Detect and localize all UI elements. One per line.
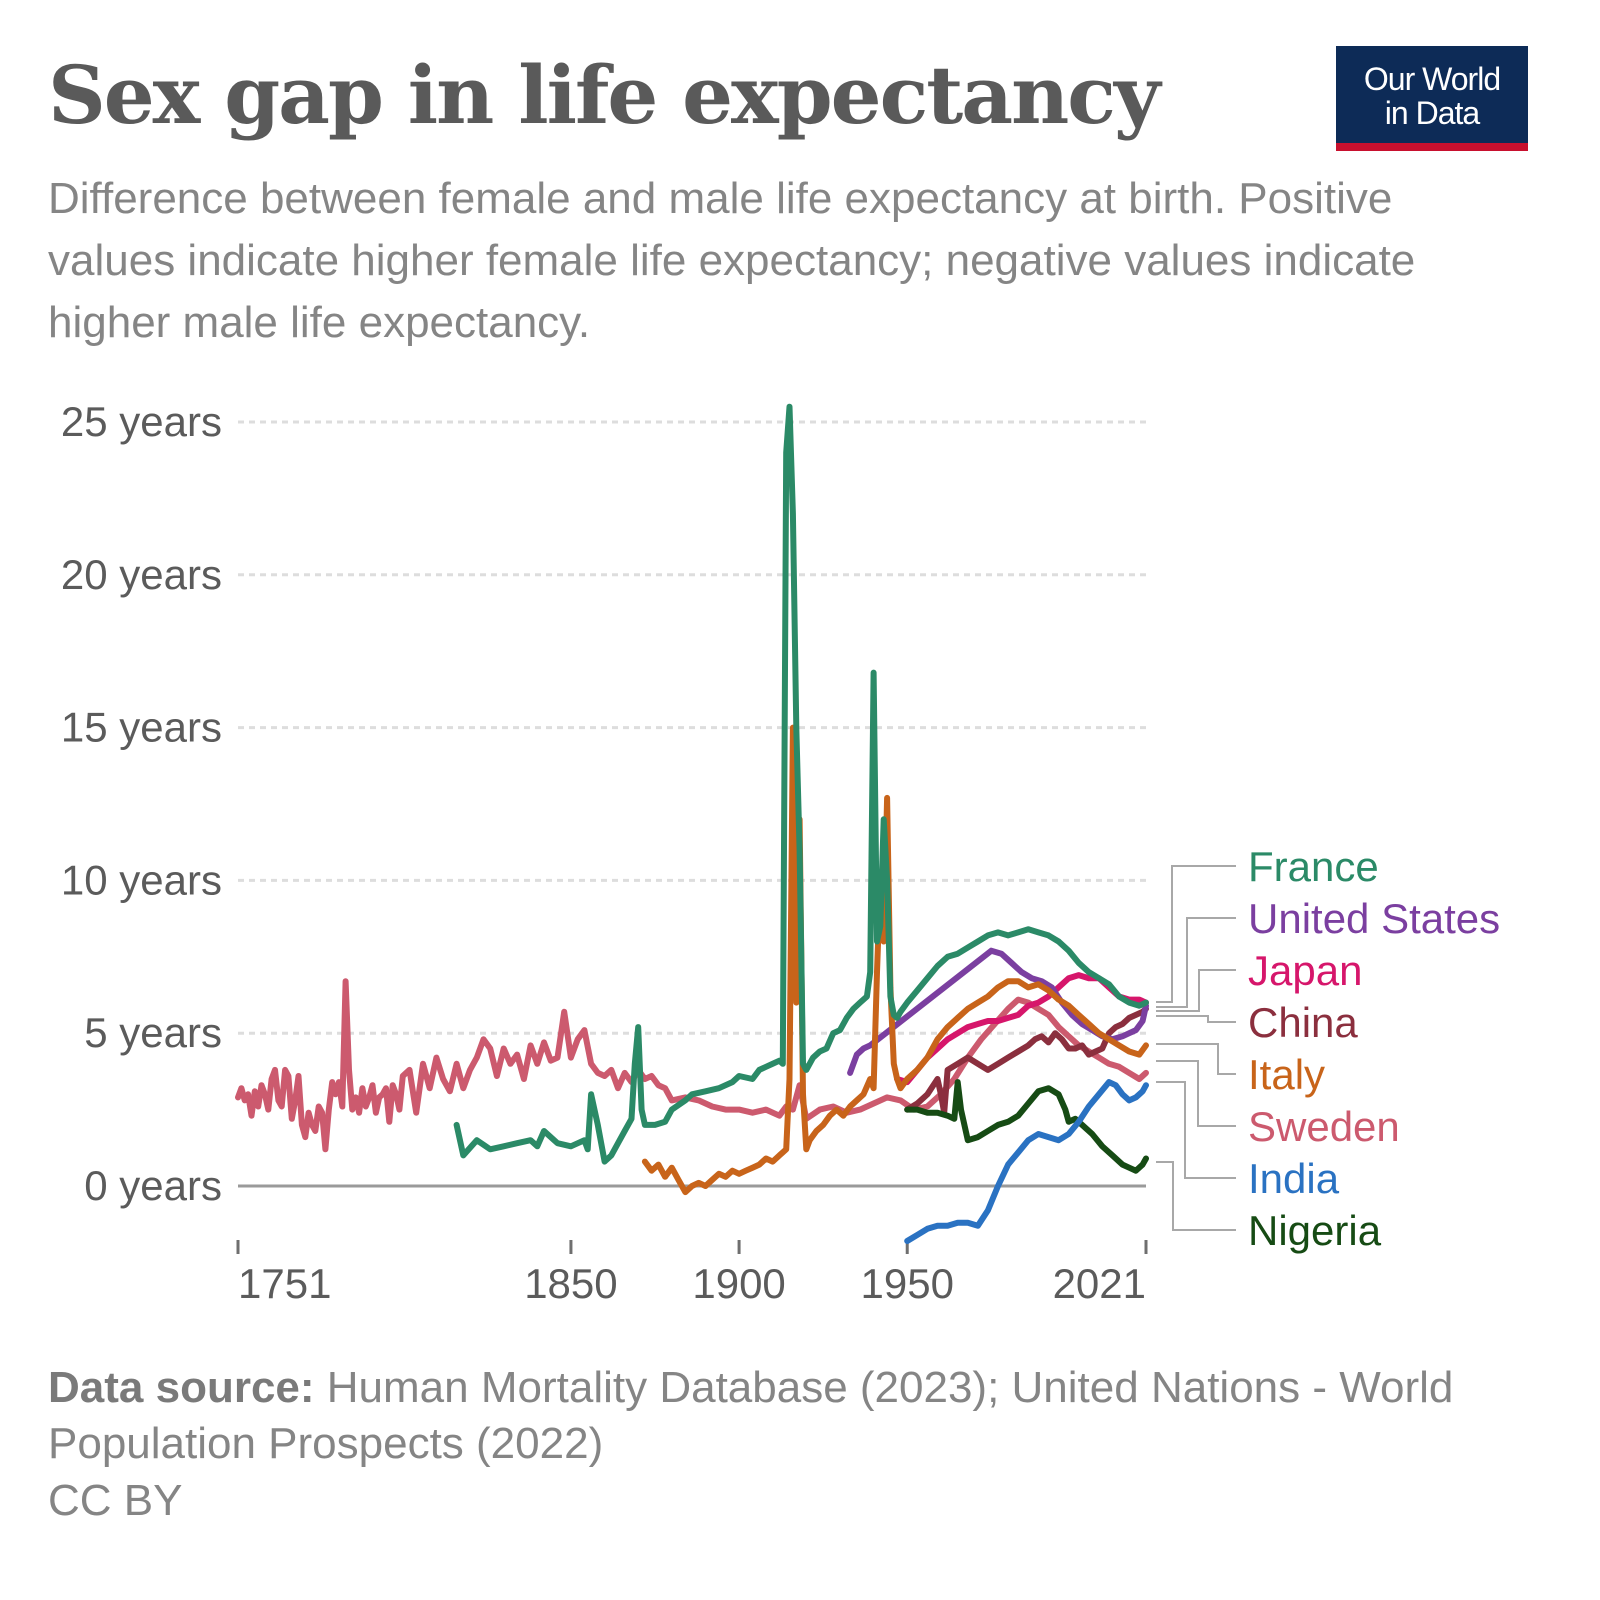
series-lines: [235, 403, 1149, 1244]
legend-label-japan[interactable]: Japan: [1248, 947, 1362, 994]
legend-connector: [1156, 1015, 1236, 1023]
series-line-nigeria[interactable]: [904, 1079, 1149, 1174]
chart-subtitle: Difference between female and male life …: [48, 174, 1416, 347]
y-tick-label: 0 years: [84, 1162, 222, 1209]
legend-label-nigeria[interactable]: Nigeria: [1248, 1207, 1382, 1254]
legend-connector: [1156, 865, 1236, 1003]
license-link[interactable]: CC BY: [48, 1476, 183, 1525]
y-axis-ticks: 0 years 5 years 10 years 15 years 20 years 25…: [61, 398, 222, 1209]
y-tick-label: 15 years: [61, 704, 222, 751]
y-tick-label: 5 years: [84, 1009, 222, 1056]
legend-connector: [1156, 1081, 1236, 1179]
legend-connector: [1156, 1043, 1236, 1075]
series-line-france[interactable]: [453, 403, 1149, 1165]
logo-line-2: in Data: [1384, 95, 1480, 131]
legend-connector: [1156, 917, 1236, 1008]
series-line-sweden[interactable]: [235, 978, 1149, 1153]
legend-connector: [1156, 1161, 1236, 1231]
legend-label-united-states[interactable]: United States: [1248, 895, 1500, 942]
legend: France United States Japan China Italy Sweden…: [1156, 843, 1500, 1254]
legend-label-china[interactable]: China: [1248, 999, 1358, 1046]
series-line-china[interactable]: [904, 1005, 1149, 1116]
legend-label-india[interactable]: India: [1248, 1155, 1340, 1202]
data-source: Data source: Human Mortality Database (2…: [48, 1360, 1528, 1472]
x-tick-label: 1950: [861, 1260, 954, 1307]
y-tick-label: 20 years: [61, 551, 222, 598]
x-tick-label: 1850: [524, 1260, 617, 1307]
y-tick-label: 10 years: [61, 856, 222, 903]
x-tick-label: 1900: [692, 1260, 785, 1307]
legend-label-italy[interactable]: Italy: [1248, 1051, 1325, 1098]
x-tick-label: 2021: [1053, 1260, 1146, 1307]
legend-connector: [1156, 969, 1236, 1012]
line-chart: 0 years 5 years 10 years 15 years 20 years 25…: [61, 398, 1500, 1307]
owid-logo[interactable]: Our World in Data: [1336, 46, 1528, 151]
data-source-text: Human Mortality Database (2023); United …: [48, 1363, 1454, 1468]
chart-title: Sex gap in life expectancy: [48, 48, 1160, 142]
x-tick-label: 1751: [238, 1260, 331, 1307]
legend-label-sweden[interactable]: Sweden: [1248, 1103, 1400, 1150]
legend-connector: [1156, 1060, 1236, 1127]
legend-label-france[interactable]: France: [1248, 843, 1379, 890]
series-line-india[interactable]: [904, 1079, 1149, 1244]
x-axis-ticks: 1751 1850 1900 1950 2021: [236, 1240, 1148, 1307]
series-line-italy[interactable]: [641, 724, 1149, 1196]
y-tick-label: 25 years: [61, 398, 222, 445]
gridlines: [238, 420, 1146, 1188]
data-source-label: Data source:: [48, 1363, 315, 1412]
logo-line-1: Our World: [1363, 61, 1501, 97]
